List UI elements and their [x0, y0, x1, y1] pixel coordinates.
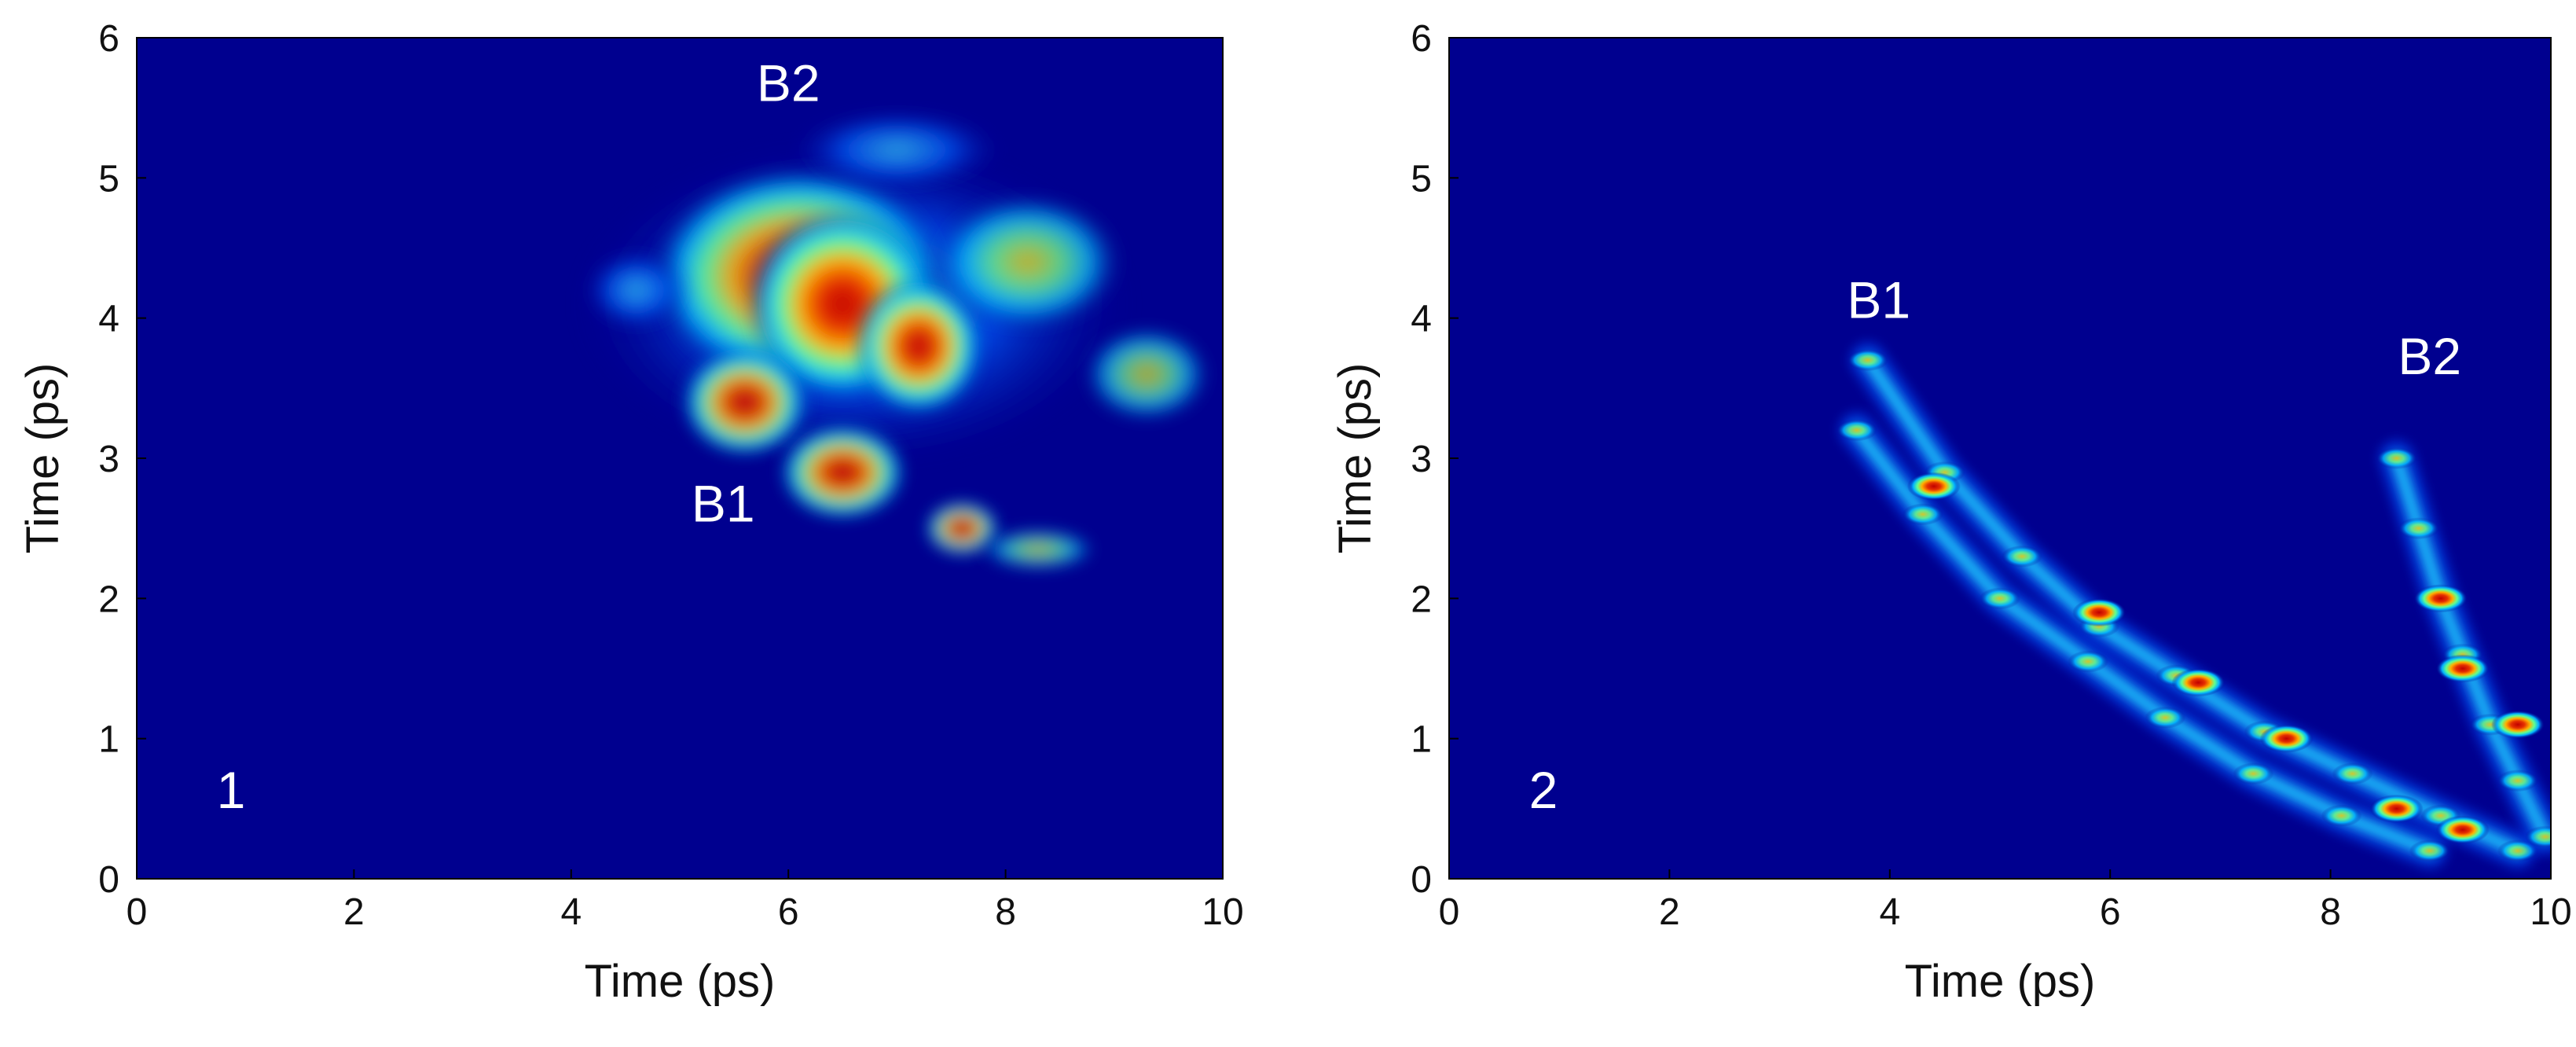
chart-0-y-tick-label-1: 1	[98, 719, 119, 761]
chart-0-annotation-b1: B1	[692, 474, 755, 532]
chart-1-ridge-2-peak-2	[2435, 654, 2490, 683]
chart-1-y-tick-label-4: 4	[1411, 299, 1432, 340]
chart-1-panel-label: 2	[1529, 761, 1558, 819]
chart-1-y-axis-label: Time (ps)	[1330, 363, 1381, 554]
chart-0-y-tick-label-0: 0	[98, 859, 119, 901]
chart-0-y-tick-label-6: 6	[98, 18, 119, 60]
chart-1-y-tick-label-5: 5	[1411, 158, 1432, 200]
chart-1-ridge-0-point-6	[2332, 762, 2373, 785]
chart-1-ridge-1-point-1	[1902, 503, 1943, 526]
chart-0-x-tick-label-4: 8	[995, 891, 1016, 933]
chart-1-y-tick-label-1: 1	[1411, 719, 1432, 761]
chart-0-x-axis-label: Time (ps)	[585, 956, 776, 1007]
chart-0-y-tick-label-5: 5	[98, 158, 119, 200]
chart-0-annotation-b2: B2	[757, 53, 820, 112]
chart-1-ridge-0-peak-2	[2072, 598, 2126, 627]
chart-1-heatmap-background	[1449, 38, 2551, 879]
chart-0-blob-9	[978, 528, 1099, 571]
chart-1-ridge-1-point-0	[1836, 419, 1877, 442]
chart-1-ridge-2-point-5	[2497, 770, 2538, 792]
chart-1-ridge-0-peak-1	[2435, 815, 2490, 844]
chart-1-y-tick-label-0: 0	[1411, 859, 1432, 901]
chart-1-ridge-2-point-1	[2398, 517, 2439, 540]
chart-1-x-axis-label: Time (ps)	[1905, 956, 2096, 1007]
chart-0-heatmap-background	[137, 38, 1223, 879]
chart-0-blob-11	[788, 108, 1006, 193]
chart-1-ridge-1-point-5	[2233, 762, 2274, 785]
chart-1-x-tick-label-1: 2	[1659, 891, 1680, 933]
chart-1-ridge-1-point-3	[2068, 650, 2109, 673]
chart-1-ridge-2-point-0	[2376, 447, 2417, 469]
chart-0-blob-7	[1081, 325, 1213, 424]
chart-0-x-tick-label-5: 10	[1202, 891, 1243, 933]
chart-1-annotation-b1: B1	[1847, 271, 1910, 329]
chart-1-ridge-1-peak-0	[1906, 472, 1961, 501]
chart-1-ridge-0-point-2	[2002, 545, 2043, 568]
chart-1-ridge-0-peak-3	[2171, 668, 2226, 697]
chart-1-y-tick-label-2: 2	[1411, 579, 1432, 620]
chart-1-x-tick-label-4: 8	[2320, 891, 2341, 933]
chart-0-y-tick-label-2: 2	[98, 579, 119, 620]
chart-1-heatmap-field	[1836, 342, 2551, 869]
chart-0-x-tick-label-2: 4	[560, 891, 582, 933]
chart-0-blob-3	[853, 276, 984, 417]
chart-1-x-tick-label-5: 10	[2530, 891, 2571, 933]
chart-1-ridge-1-point-7	[2409, 839, 2450, 862]
chart-0-x-tick-label-1: 2	[343, 891, 365, 933]
chart-0-heatmap-field	[571, 108, 1213, 571]
chart-1-annotation-b2: B2	[2398, 327, 2461, 385]
chart-0-y-tick-label-4: 4	[98, 299, 119, 340]
chart-0-blob-5	[777, 423, 908, 522]
chart-1-ridge-1-point-6	[2321, 804, 2362, 827]
chart-0-blob-6	[929, 192, 1125, 332]
chart-0-panel-label: 1	[217, 761, 246, 819]
chart-1-ridge-2-peak-1	[2490, 710, 2545, 739]
chart-1-x-tick-label-0: 0	[1439, 891, 1460, 933]
chart-0-y-tick-label-3: 3	[98, 439, 119, 480]
chart-0-blob-8	[923, 500, 1000, 557]
chart-0-blob-4	[680, 346, 810, 458]
chart-0-blob-10	[582, 248, 691, 332]
chart-0-x-tick-label-0: 0	[127, 891, 148, 933]
chart-0-y-axis-label: Time (ps)	[17, 363, 68, 554]
chart-1-ridge-1-peak-1	[2369, 794, 2424, 823]
chart-1-ridge-1-point-2	[1980, 587, 2020, 610]
chart-1-y-tick-label-6: 6	[1411, 18, 1432, 60]
chart-1-y-tick-label-3: 3	[1411, 439, 1432, 480]
chart-0-x-tick-label-3: 6	[778, 891, 799, 933]
chart-1-x-tick-label-3: 6	[2100, 891, 2121, 933]
chart-1-ridge-0-point-8	[2497, 839, 2538, 862]
chart-1-ridge-0-point-0	[1847, 349, 1888, 372]
chart-1-ridge-2-point-6	[2524, 825, 2551, 848]
chart-1-ridge-2-peak-0	[2413, 584, 2468, 613]
chart-1-ridge-0-peak-0	[2259, 724, 2314, 753]
chart-1-ridge-1-point-4	[2145, 706, 2186, 729]
chart-1-x-tick-label-2: 4	[1879, 891, 1900, 933]
